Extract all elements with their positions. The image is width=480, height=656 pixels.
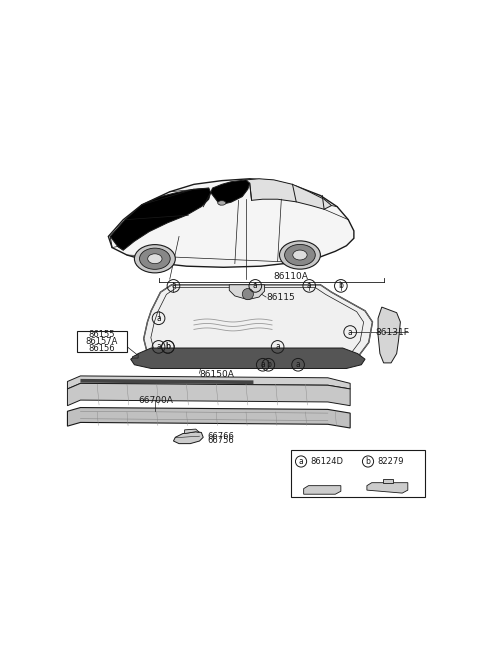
- Text: 66700A: 66700A: [138, 396, 173, 405]
- Text: b: b: [338, 281, 343, 291]
- Text: 86131F: 86131F: [376, 327, 410, 337]
- Text: b: b: [366, 457, 371, 466]
- Text: b: b: [266, 360, 271, 369]
- Polygon shape: [67, 376, 350, 389]
- Text: 86155: 86155: [89, 331, 115, 339]
- Polygon shape: [81, 379, 253, 384]
- Text: a: a: [296, 360, 300, 369]
- Circle shape: [242, 289, 253, 300]
- Text: 66766: 66766: [207, 432, 234, 441]
- Text: 86150A: 86150A: [200, 369, 234, 379]
- Polygon shape: [108, 178, 354, 267]
- Ellipse shape: [279, 241, 321, 269]
- Text: 86157A: 86157A: [85, 337, 118, 346]
- Ellipse shape: [148, 254, 162, 264]
- Text: b: b: [166, 342, 170, 352]
- Text: a: a: [307, 281, 312, 291]
- FancyBboxPatch shape: [77, 331, 127, 352]
- Text: b: b: [166, 342, 170, 352]
- Ellipse shape: [293, 250, 307, 260]
- Text: 82279: 82279: [377, 457, 404, 466]
- Text: 86110A: 86110A: [273, 272, 308, 281]
- Polygon shape: [378, 307, 400, 363]
- Text: 86156: 86156: [88, 344, 115, 352]
- Text: a: a: [275, 342, 280, 352]
- FancyBboxPatch shape: [290, 450, 424, 497]
- Ellipse shape: [285, 245, 315, 266]
- Polygon shape: [304, 485, 341, 494]
- Polygon shape: [229, 285, 264, 300]
- Polygon shape: [67, 383, 350, 405]
- Text: 86124D: 86124D: [310, 457, 343, 466]
- Ellipse shape: [140, 248, 170, 270]
- Text: a: a: [156, 314, 161, 323]
- Polygon shape: [173, 432, 203, 443]
- Text: a: a: [156, 342, 161, 352]
- Polygon shape: [131, 348, 365, 369]
- Text: 86115: 86115: [266, 293, 295, 302]
- Text: a: a: [299, 457, 303, 466]
- Polygon shape: [67, 407, 350, 428]
- Ellipse shape: [134, 245, 175, 273]
- Polygon shape: [367, 483, 408, 493]
- Text: a: a: [260, 360, 265, 369]
- Polygon shape: [383, 479, 393, 483]
- Polygon shape: [132, 354, 138, 358]
- Text: a: a: [348, 327, 352, 337]
- Text: a: a: [253, 281, 258, 291]
- Polygon shape: [211, 180, 250, 205]
- Polygon shape: [185, 429, 200, 434]
- Text: 66756: 66756: [207, 436, 234, 445]
- Polygon shape: [246, 178, 332, 209]
- Text: a: a: [171, 281, 176, 291]
- Polygon shape: [144, 285, 372, 363]
- Ellipse shape: [218, 201, 226, 205]
- Polygon shape: [110, 188, 211, 250]
